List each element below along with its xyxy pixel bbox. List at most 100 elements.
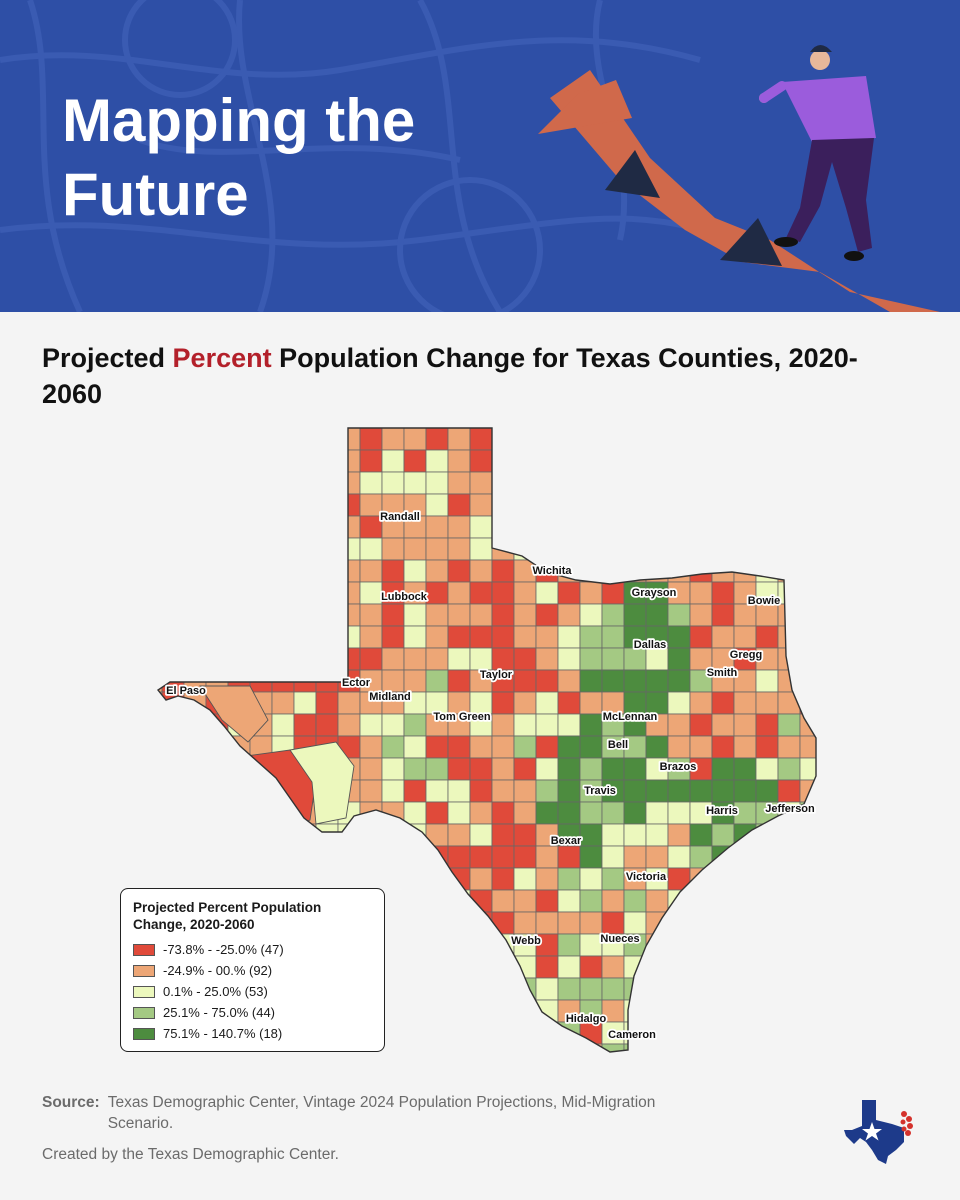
county-cell (601, 757, 625, 781)
county-cell (513, 449, 537, 473)
county-cell (425, 867, 449, 891)
legend-label: 0.1% - 25.0% (53) (163, 984, 268, 999)
county-cell (161, 823, 185, 847)
county-cell (205, 493, 229, 517)
county-label-travis: Travis (584, 785, 616, 797)
county-cell (271, 625, 295, 649)
county-cell (579, 1043, 603, 1052)
county-cell (249, 647, 273, 671)
county-cell (469, 471, 493, 495)
county-cell (645, 845, 669, 869)
county-cell (403, 977, 427, 1001)
county-cell (601, 955, 625, 979)
source-text: Texas Demographic Center, Vintage 2024 P… (107, 1094, 656, 1132)
banner-title: Mapping the Future (62, 87, 416, 228)
county-cell (535, 471, 559, 495)
county-cell (799, 691, 816, 715)
county-cell (315, 625, 339, 649)
county-cell (469, 625, 493, 649)
county-cell (777, 867, 801, 891)
county-cell (158, 493, 163, 517)
county-cell (513, 801, 537, 825)
county-cell (733, 911, 757, 935)
county-cell (579, 735, 603, 759)
county-cell (799, 669, 816, 693)
county-cell (822, 626, 830, 648)
county-cell (271, 867, 295, 891)
county-cell (579, 559, 603, 583)
county-cell (711, 515, 735, 539)
county-cell (711, 581, 735, 605)
county-cell (557, 1043, 581, 1052)
county-cell (601, 977, 625, 1001)
county-cell (777, 779, 801, 803)
county-cell (667, 647, 691, 671)
county-cell (579, 977, 603, 1001)
county-cell (777, 1021, 801, 1045)
county-cell (535, 428, 559, 451)
county-cell (425, 1043, 449, 1052)
county-cell (425, 977, 449, 1001)
county-cell (777, 757, 801, 781)
county-cell (733, 515, 757, 539)
county-cell (381, 603, 405, 627)
county-cell (293, 669, 317, 693)
legend-item: 75.1% - 140.7% (18) (133, 1023, 372, 1044)
county-cell (535, 911, 559, 935)
county-cell (403, 999, 427, 1023)
county-cell (158, 428, 163, 451)
county-cell (227, 823, 251, 847)
county-cell (381, 735, 405, 759)
county-cell (557, 625, 581, 649)
county-cell (535, 977, 559, 1001)
county-cell (689, 471, 713, 495)
county-cell (161, 493, 185, 517)
texas-outline (156, 427, 817, 1053)
county-cell (755, 845, 779, 869)
texas-demographic-center-logo (844, 1100, 913, 1164)
county-cell (579, 801, 603, 825)
county-cell (777, 999, 801, 1023)
county-cell (733, 493, 757, 517)
county-cell (623, 669, 647, 693)
county-cell (667, 801, 691, 825)
county-cell (645, 735, 669, 759)
county-cell (711, 537, 735, 561)
county-cell (755, 625, 779, 649)
county-cell (667, 713, 691, 737)
county-cell (535, 735, 559, 759)
county-cell (359, 757, 383, 781)
county-cell (158, 625, 163, 649)
county-cell (601, 428, 625, 451)
county-cell (535, 779, 559, 803)
county-cell (667, 515, 691, 539)
county-cell (469, 757, 493, 781)
county-cell (513, 713, 537, 737)
county-cell (667, 845, 691, 869)
county-cell (469, 428, 493, 451)
county-cell (799, 471, 816, 495)
county-cell (403, 647, 427, 671)
county-cell (161, 449, 185, 473)
county-cell (271, 691, 295, 715)
county-cell (777, 845, 801, 869)
county-cell (535, 713, 559, 737)
county-cell (777, 889, 801, 913)
county-cell (293, 823, 317, 847)
county-cell (491, 757, 515, 781)
county-cell (557, 779, 581, 803)
county-cell (623, 977, 647, 1001)
county-cell (315, 559, 339, 583)
county-cell (667, 1021, 691, 1045)
county-cell (425, 1021, 449, 1045)
county-cell (227, 845, 251, 869)
county-cell (689, 449, 713, 473)
county-cell (161, 603, 185, 627)
county-cell (381, 537, 405, 561)
county-cell (447, 845, 471, 869)
county-cell (733, 845, 757, 869)
county-cell (403, 1021, 427, 1045)
county-cell (161, 428, 185, 451)
county-cell (579, 647, 603, 671)
county-cell (601, 911, 625, 935)
